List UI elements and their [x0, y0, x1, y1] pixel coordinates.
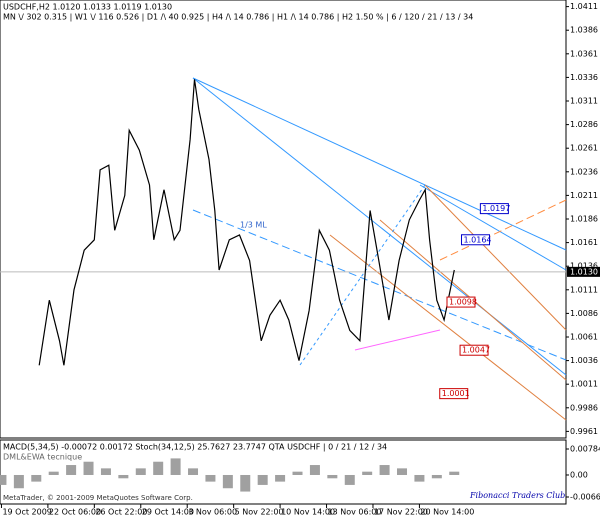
price-label-box — [439, 388, 469, 400]
macd-bar — [170, 458, 181, 475]
macd-bar — [205, 474, 216, 482]
indicator-frame — [0, 439, 567, 505]
x-tick-label: 13 Nov 06:00 — [328, 508, 382, 517]
macd-bar — [100, 468, 111, 475]
price-label-box — [459, 344, 489, 356]
macd-bar — [309, 465, 320, 475]
macd-bar — [0, 474, 7, 485]
price-label: 1.0098 — [449, 298, 477, 307]
trend-line — [192, 77, 567, 376]
price-label-box — [461, 234, 491, 246]
macd-bar — [48, 471, 59, 475]
indicator-y-tick-label: 0.00784 — [570, 444, 600, 453]
y-tick-label: 0.9961 — [570, 427, 598, 436]
macd-bar — [327, 474, 338, 479]
x-tick-label: 22 Oct 06:00 — [49, 508, 101, 517]
y-tick-label: 1.0086 — [570, 309, 598, 318]
y-tick-label: 1.0011 — [570, 380, 598, 389]
y-tick-label: 1.0036 — [570, 356, 598, 365]
current-price-box — [567, 266, 600, 277]
x-tick-label: 29 Oct 14:00 — [142, 508, 194, 517]
price-line — [38, 79, 455, 366]
macd-bar — [188, 468, 199, 475]
price-label-box — [446, 296, 476, 308]
y-tick-label: 1.0336 — [570, 73, 598, 82]
indicator-title: MACD(5,34,5) -0.00072 0.00172 Stoch(34,1… — [3, 443, 387, 452]
watermark: Fibonacci Traders Club — [469, 491, 565, 500]
y-tick-label: 1.0211 — [570, 191, 598, 200]
price-label: 1.0164 — [464, 235, 492, 244]
chart-subtitle: MN \/ 302 0.315 | W1 \/ 116 0.526 | D1 /… — [3, 13, 473, 22]
price-label-box — [479, 203, 509, 215]
macd-bar — [344, 474, 355, 485]
x-tick-label: 20 Nov 14:00 — [420, 508, 474, 517]
y-tick-label: 1.0286 — [570, 120, 598, 129]
y-tick-label: 1.0236 — [570, 167, 598, 176]
x-tick-label: 3 Nov 06:00 — [188, 508, 237, 517]
chart-title: USDCHF,H2 1.0120 1.0133 1.0119 1.0130 — [3, 3, 172, 12]
macd-bar — [222, 474, 233, 489]
x-tick-label: 5 Nov 22:00 — [235, 508, 284, 517]
y-tick-label: 1.0161 — [570, 238, 598, 247]
price-label: 1.0197 — [482, 204, 510, 213]
x-tick-label: 26 Oct 22:00 — [95, 508, 147, 517]
y-tick-label: 1.0186 — [570, 215, 598, 224]
y-tick-label: 1.0136 — [570, 262, 598, 271]
y-tick-label: 1.0361 — [570, 49, 598, 58]
indicator-y-tick-label: -0.00664 — [570, 492, 600, 501]
macd-bar — [431, 474, 442, 479]
y-tick-label: 1.0386 — [570, 26, 598, 35]
macd-bar — [135, 468, 146, 475]
x-tick-label: 19 Oct 2009 — [2, 508, 51, 517]
indicator-y-tick-label: 0.00 — [570, 470, 588, 479]
x-tick-label: 17 Nov 22:00 — [374, 508, 428, 517]
macd-bar — [83, 461, 94, 475]
macd-bar — [275, 474, 286, 482]
macd-bar — [153, 461, 164, 475]
macd-bar — [66, 465, 77, 475]
annotation: 1/3 ML — [240, 221, 267, 230]
y-tick-label: 1.0111 — [570, 285, 598, 294]
y-tick-label: 1.0311 — [570, 97, 598, 106]
macd-bar — [414, 474, 425, 482]
macd-bar — [397, 468, 408, 475]
macd-bar — [31, 474, 42, 482]
macd-bar — [292, 471, 303, 475]
macd-bar — [118, 474, 129, 479]
macd-bar — [449, 471, 460, 475]
macd-bar — [240, 474, 251, 492]
trend-line — [192, 77, 567, 251]
current-price-label: 1.0130 — [570, 267, 598, 276]
y-tick-label: 1.0411 — [570, 2, 598, 11]
trend-line — [419, 184, 567, 271]
y-tick-label: 1.0061 — [570, 332, 598, 341]
fan-lines — [192, 77, 567, 421]
macd-bar — [362, 471, 373, 475]
copyright: MetaTrader, © 2001-2009 MetaQuotes Softw… — [3, 494, 193, 502]
macd-bar — [257, 474, 268, 485]
trend-line — [299, 184, 426, 366]
trend-line — [424, 184, 567, 331]
price-label: 1.0047 — [462, 346, 490, 355]
price-label: 1.0001 — [442, 389, 470, 398]
indicator-subtitle: DML&EWA tecnique — [3, 453, 82, 462]
macd-bar — [13, 474, 24, 489]
trend-line — [192, 209, 567, 361]
macd-bar — [379, 465, 390, 475]
y-tick-label: 0.9986 — [570, 403, 598, 412]
x-tick-label: 10 Nov 14:00 — [281, 508, 335, 517]
trend-line — [354, 329, 441, 351]
y-tick-label: 1.0261 — [570, 144, 598, 153]
plot-frame — [0, 0, 567, 439]
